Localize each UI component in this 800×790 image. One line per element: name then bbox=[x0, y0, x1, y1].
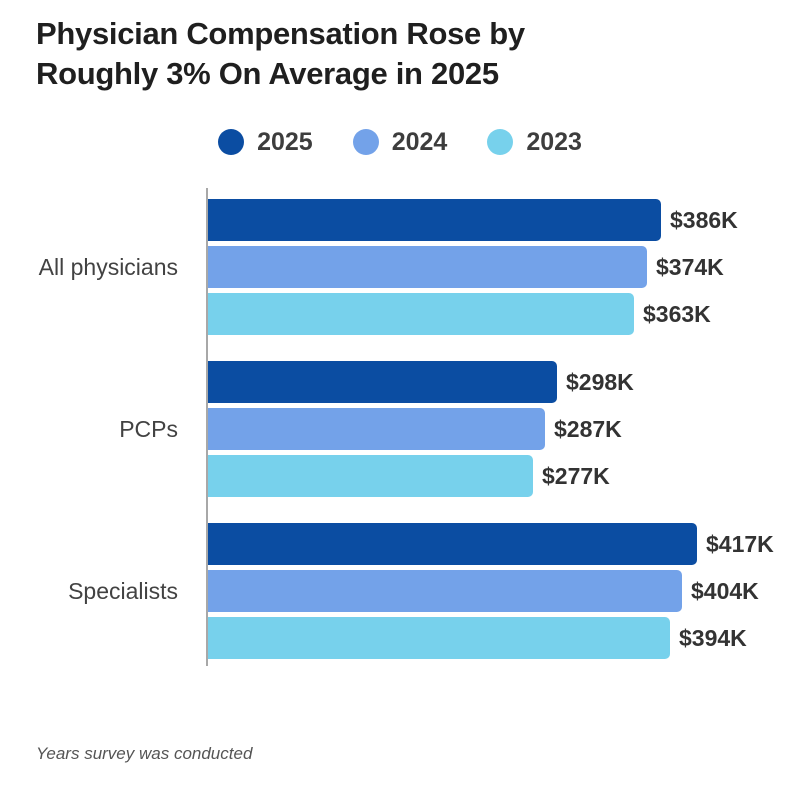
bar-chart: All physicians $386K $374K $363K PCPs $298K $2… bbox=[0, 188, 800, 666]
chart-title-line-1: Physician Compensation Rose by bbox=[36, 16, 525, 51]
category-label-specialists: Specialists bbox=[68, 577, 178, 604]
bar-groups: All physicians $386K $374K $363K PCPs $298K $2… bbox=[0, 188, 800, 659]
chart-footnote: Years survey was conducted bbox=[36, 744, 253, 763]
value-label-2023-specialists: $394K bbox=[679, 624, 747, 651]
legend-dot-2024 bbox=[352, 129, 379, 155]
category-label-pcps: PCPs bbox=[119, 415, 178, 442]
value-label-2023-pcps: $277K bbox=[542, 462, 610, 489]
legend-dot-2023 bbox=[487, 129, 514, 155]
bar-2025-pcps bbox=[208, 361, 557, 403]
bar-row-2025-pcps: $298K bbox=[208, 361, 800, 403]
legend-item-2023: 2023 bbox=[487, 128, 582, 157]
chart-title-line-2: Roughly 3% On Average in 2025 bbox=[36, 56, 499, 91]
legend-dot-2025 bbox=[218, 129, 245, 155]
legend-label-2025: 2025 bbox=[257, 127, 313, 156]
bar-row-2025-all-physicians: $386K bbox=[208, 199, 800, 241]
chart-card: Physician Compensation Rose by Roughly 3… bbox=[0, 14, 800, 790]
legend-item-2024: 2024 bbox=[352, 127, 448, 157]
value-label-2024-pcps: $287K bbox=[554, 415, 622, 442]
bar-2025-specialists bbox=[208, 523, 697, 565]
bars-pcps: $298K $287K $277K bbox=[192, 361, 800, 497]
bar-row-2023-pcps: $277K bbox=[208, 455, 800, 497]
value-label-2024-specialists: $404K bbox=[691, 577, 759, 604]
bar-row-2023-all-physicians: $363K bbox=[208, 293, 800, 335]
value-label-2025-pcps: $298K bbox=[566, 368, 634, 395]
category-label-all-physicians: All physicians bbox=[38, 253, 178, 280]
bar-group-specialists: Specialists $417K $404K $394K bbox=[0, 523, 800, 659]
bar-row-2024-all-physicians: $374K bbox=[208, 246, 800, 288]
legend-label-2024: 2024 bbox=[391, 127, 448, 156]
bar-2023-pcps bbox=[208, 455, 533, 497]
bar-group-pcps: PCPs $298K $287K $277K bbox=[0, 361, 800, 497]
bar-2024-specialists bbox=[208, 570, 682, 612]
bar-row-2024-specialists: $404K bbox=[208, 570, 800, 612]
value-label-2025-all-physicians: $386K bbox=[670, 206, 738, 233]
bar-2024-pcps bbox=[208, 408, 545, 450]
bar-2024-all-physicians bbox=[208, 246, 647, 288]
bar-row-2024-pcps: $287K bbox=[208, 408, 800, 450]
bar-2025-all-physicians bbox=[208, 199, 661, 241]
bars-specialists: $417K $404K $394K bbox=[192, 523, 800, 659]
value-label-2024-all-physicians: $374K bbox=[656, 253, 724, 280]
chart-title: Physician Compensation Rose by Roughly 3… bbox=[36, 14, 764, 94]
legend-item-2025: 2025 bbox=[218, 128, 313, 157]
legend: 2025 2024 2023 bbox=[0, 124, 800, 160]
y-axis-line bbox=[206, 188, 208, 666]
bar-row-2025-specialists: $417K bbox=[208, 523, 800, 565]
bar-row-2023-specialists: $394K bbox=[208, 617, 800, 659]
bars-all-physicians: $386K $374K $363K bbox=[192, 199, 800, 335]
value-label-2025-specialists: $417K bbox=[706, 530, 774, 557]
bar-2023-all-physicians bbox=[208, 293, 634, 335]
value-label-2023-all-physicians: $363K bbox=[643, 300, 711, 327]
bar-2023-specialists bbox=[208, 617, 670, 659]
bar-group-all-physicians: All physicians $386K $374K $363K bbox=[0, 199, 800, 335]
legend-label-2023: 2023 bbox=[526, 127, 582, 156]
